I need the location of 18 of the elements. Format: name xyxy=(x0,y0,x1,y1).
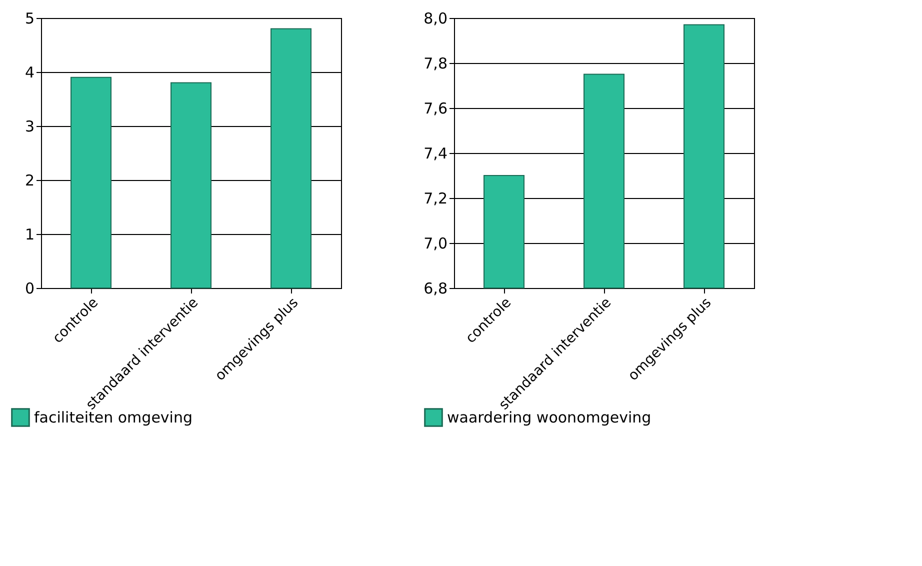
y-tick-label: 3 xyxy=(24,118,34,136)
y-tick-label: 7,6 xyxy=(424,100,448,118)
y-tick-label: 7,0 xyxy=(424,234,448,252)
y-tick-label: 7,4 xyxy=(424,144,448,162)
y-tick-label: 7,8 xyxy=(424,54,448,72)
legend-label: faciliteiten omgeving xyxy=(34,408,192,426)
bar xyxy=(270,28,312,288)
legend-label: waardering woonomgeving xyxy=(447,408,652,426)
y-tick-label: 4 xyxy=(24,64,34,82)
bar xyxy=(70,76,112,288)
y-tick-label: 6,8 xyxy=(424,280,448,298)
y-tick-label: 8,0 xyxy=(424,10,448,28)
y-tick-label: 1 xyxy=(24,226,34,244)
y-tick-label: 7,2 xyxy=(424,190,448,208)
y-tick-label: 5 xyxy=(24,10,34,28)
bar xyxy=(170,82,212,288)
y-tick-label: 2 xyxy=(24,172,34,190)
y-tick-label: 0 xyxy=(24,280,34,298)
